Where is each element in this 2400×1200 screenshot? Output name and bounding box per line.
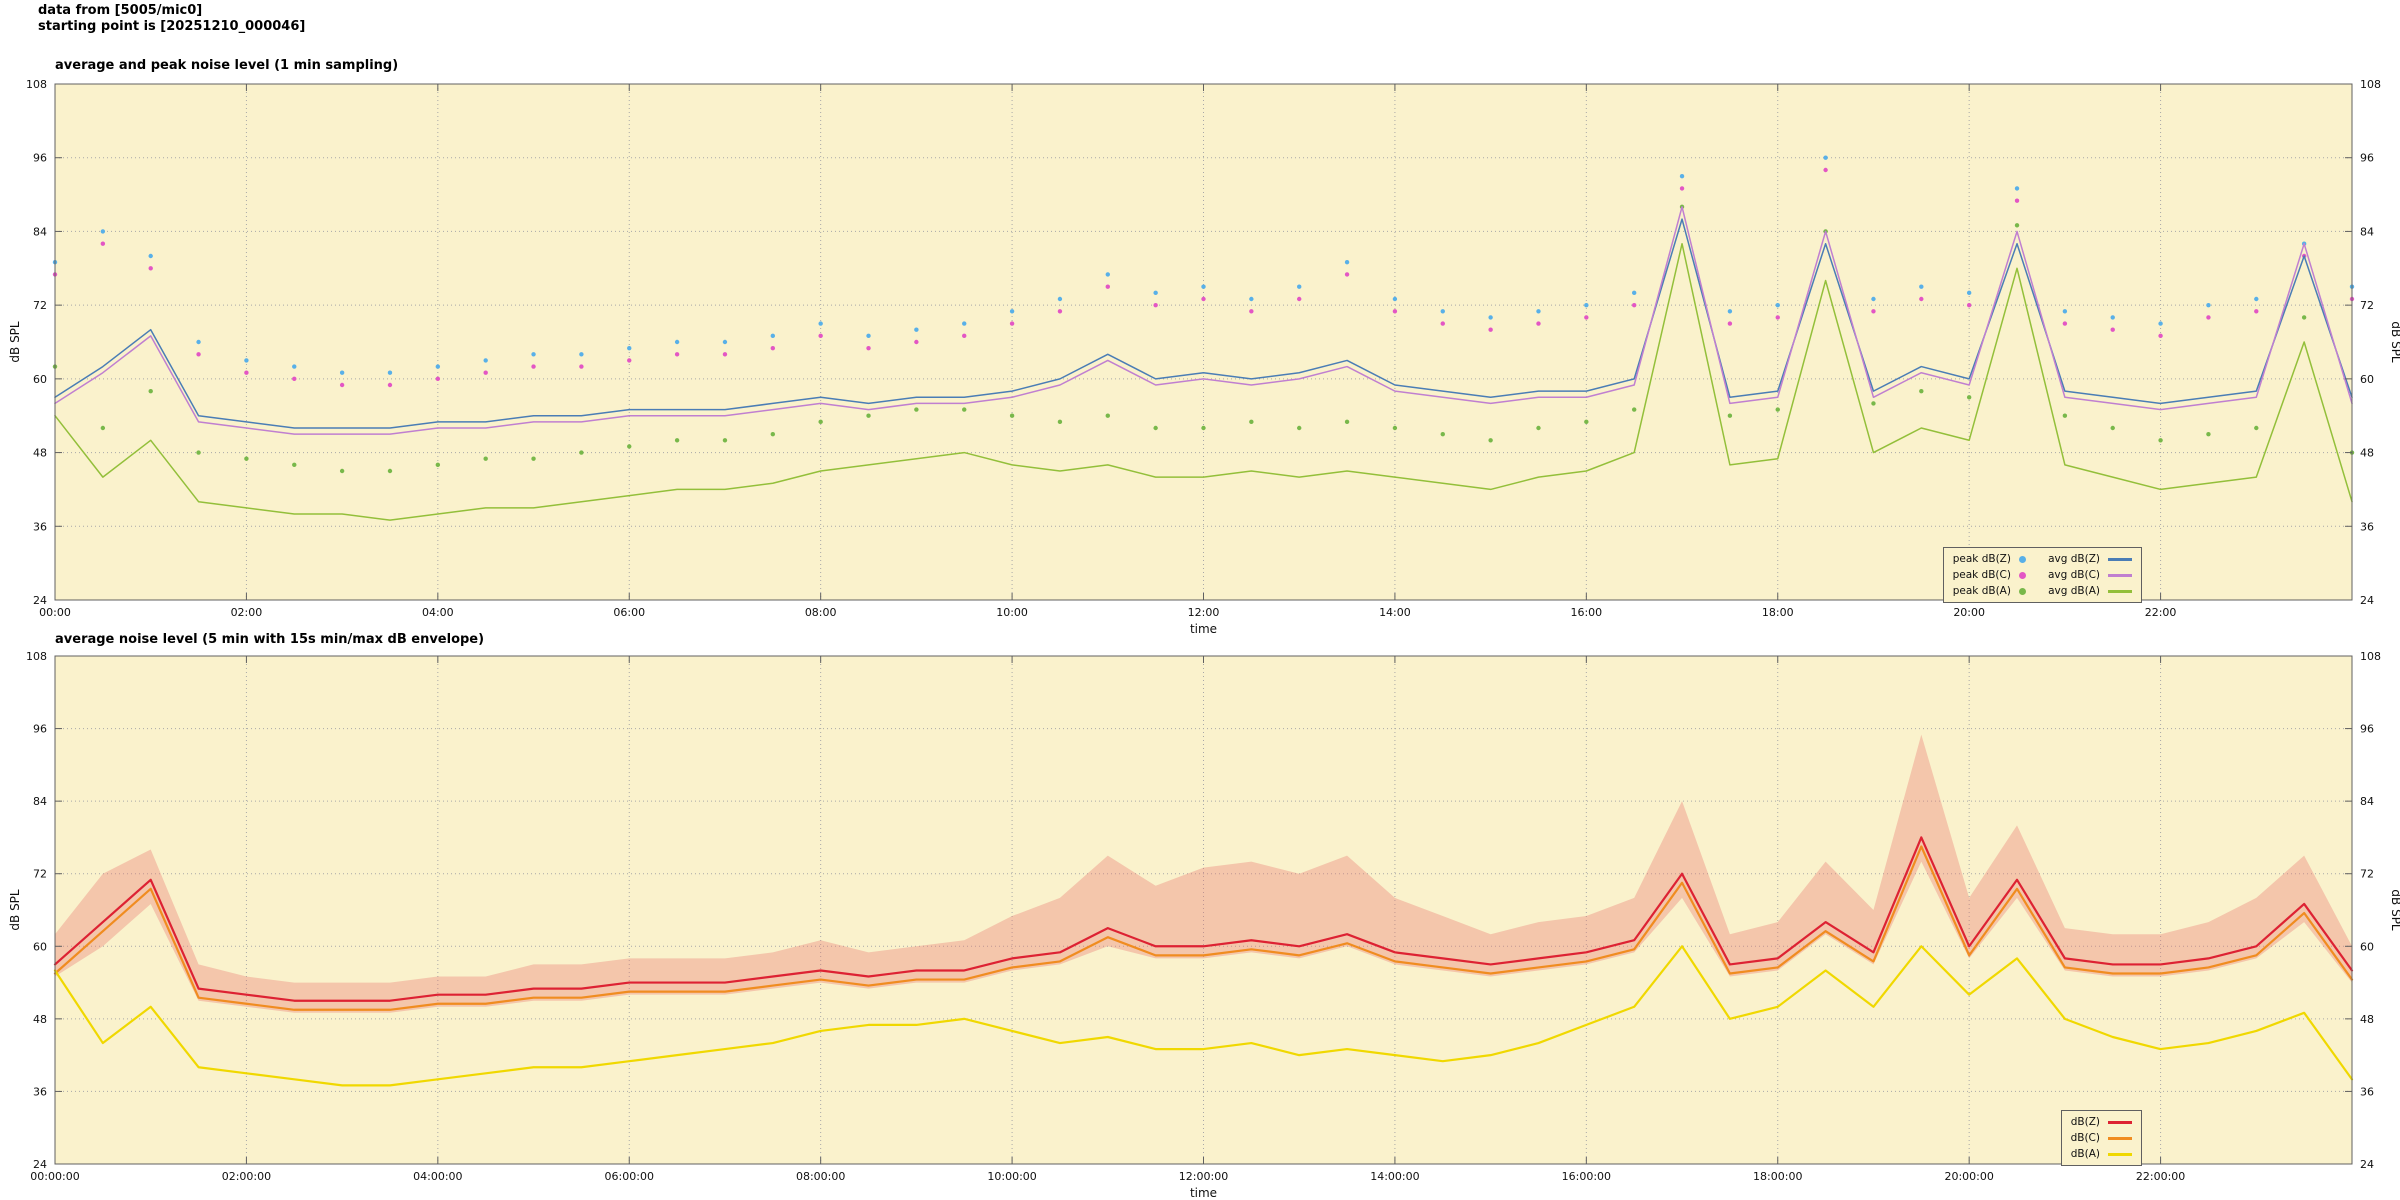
legend-entry-avg-db-z-: avg dB(Z) [2048, 552, 2132, 566]
svg-text:18:00:00: 18:00:00 [1753, 1170, 1802, 1183]
header: data from [5005/mic0] starting point is … [38, 3, 305, 35]
legend-label: avg dB(A) [2048, 585, 2100, 597]
svg-text:16:00: 16:00 [1570, 606, 1602, 619]
svg-text:84: 84 [2360, 795, 2374, 808]
scatter-marker-swatch [2018, 587, 2026, 595]
line-swatch [2108, 589, 2132, 593]
svg-text:time: time [1190, 622, 1217, 636]
svg-text:36: 36 [2360, 520, 2374, 533]
legend-label: peak dB(Z) [1952, 553, 2011, 565]
svg-text:06:00:00: 06:00:00 [605, 1170, 654, 1183]
svg-text:24: 24 [2360, 1158, 2374, 1171]
svg-text:48: 48 [2360, 447, 2374, 460]
bottom-chart-title: average noise level (5 min with 15s min/… [55, 632, 485, 647]
svg-text:84: 84 [2360, 225, 2374, 238]
svg-text:22:00:00: 22:00:00 [2136, 1170, 2185, 1183]
svg-text:96: 96 [33, 152, 47, 165]
svg-text:18:00: 18:00 [1762, 606, 1794, 619]
bottom-chart-legend: dB(Z) dB(C) dB(A) [2060, 1110, 2142, 1166]
svg-text:96: 96 [2360, 723, 2374, 736]
svg-text:96: 96 [2360, 152, 2374, 165]
svg-text:60: 60 [33, 940, 47, 953]
legend-entry-db-c-: dB(C) [2071, 1131, 2132, 1145]
svg-text:36: 36 [33, 520, 47, 533]
svg-text:02:00: 02:00 [231, 606, 263, 619]
svg-text:48: 48 [2360, 1013, 2374, 1026]
svg-text:dB SPL: dB SPL [2389, 321, 2400, 363]
scatter-marker-swatch [2018, 571, 2026, 579]
svg-text:72: 72 [33, 299, 47, 312]
line-swatch [2108, 557, 2132, 561]
legend-label: avg dB(C) [2047, 569, 2100, 581]
svg-text:72: 72 [33, 868, 47, 881]
svg-text:20:00: 20:00 [1953, 606, 1985, 619]
bottom-chart: 24 24 36 36 48 48 60 60 72 72 84 84 96 96 108 108 00:00:… [8, 650, 2400, 1200]
svg-text:24: 24 [33, 1158, 47, 1171]
svg-text:60: 60 [33, 373, 47, 386]
svg-text:08:00:00: 08:00:00 [796, 1170, 845, 1183]
legend-label: avg dB(Z) [2048, 553, 2100, 565]
svg-text:108: 108 [26, 650, 47, 663]
svg-text:04:00:00: 04:00:00 [413, 1170, 462, 1183]
legend-entry-db-a-: dB(A) [2071, 1147, 2132, 1161]
svg-text:10:00:00: 10:00:00 [987, 1170, 1036, 1183]
legend-entry-db-z-: dB(Z) [2071, 1115, 2132, 1129]
svg-text:dB SPL: dB SPL [2389, 889, 2400, 931]
svg-text:16:00:00: 16:00:00 [1562, 1170, 1611, 1183]
svg-text:48: 48 [33, 447, 47, 460]
legend-entry-avg-db-a-: avg dB(A) [2048, 584, 2132, 598]
svg-text:36: 36 [2360, 1085, 2374, 1098]
top-chart: 24 24 36 36 48 48 60 60 72 72 84 84 96 96 108 108 00:00 0… [8, 78, 2400, 636]
line-swatch [2108, 573, 2132, 577]
svg-text:24: 24 [33, 594, 47, 607]
svg-text:96: 96 [33, 723, 47, 736]
svg-text:108: 108 [26, 78, 47, 91]
svg-text:48: 48 [33, 1013, 47, 1026]
header-line2: starting point is [20251210_000046] [38, 19, 306, 34]
top-chart-title: average and peak noise level (1 min samp… [55, 58, 399, 73]
legend-entry-avg-db-c-: avg dB(C) [2048, 568, 2132, 582]
svg-text:108: 108 [2360, 650, 2381, 663]
header-line1: data from [5005/mic0] [38, 3, 203, 18]
svg-text:60: 60 [2360, 373, 2374, 386]
svg-text:84: 84 [33, 795, 47, 808]
legend-label: dB(A) [2070, 1148, 2100, 1160]
svg-text:00:00: 00:00 [39, 606, 71, 619]
legend-label: dB(Z) [2070, 1116, 2100, 1128]
scatter-marker-swatch [2018, 555, 2026, 563]
svg-text:108: 108 [2360, 78, 2381, 91]
svg-text:dB SPL: dB SPL [8, 321, 22, 363]
top-chart-legend: peak dB(Z) avg dB(Z) peak dB(C) avg dB(C) pe… [1942, 547, 2142, 603]
svg-text:08:00: 08:00 [805, 606, 837, 619]
svg-text:22:00: 22:00 [2145, 606, 2177, 619]
svg-text:02:00:00: 02:00:00 [222, 1170, 271, 1183]
svg-text:00:00:00: 00:00:00 [30, 1170, 79, 1183]
svg-text:10:00: 10:00 [996, 606, 1028, 619]
svg-text:24: 24 [2360, 594, 2374, 607]
svg-text:06:00: 06:00 [613, 606, 645, 619]
legend-entry-peak-db-z-: peak dB(Z) [1953, 552, 2026, 566]
legend-entry-peak-db-a-: peak dB(A) [1953, 584, 2026, 598]
svg-text:dB SPL: dB SPL [8, 889, 22, 931]
svg-text:72: 72 [2360, 868, 2374, 881]
svg-text:12:00:00: 12:00:00 [1179, 1170, 1228, 1183]
legend-label: peak dB(A) [1952, 585, 2011, 597]
line-swatch [2108, 1120, 2132, 1124]
svg-text:36: 36 [33, 1085, 47, 1098]
legend-label: peak dB(C) [1952, 569, 2011, 581]
svg-text:84: 84 [33, 225, 47, 238]
line-swatch [2108, 1152, 2132, 1156]
svg-text:20:00:00: 20:00:00 [1944, 1170, 1993, 1183]
svg-text:14:00: 14:00 [1379, 606, 1411, 619]
svg-text:72: 72 [2360, 299, 2374, 312]
line-swatch [2108, 1136, 2132, 1140]
svg-text:14:00:00: 14:00:00 [1370, 1170, 1419, 1183]
svg-text:time: time [1190, 1186, 1217, 1200]
svg-text:12:00: 12:00 [1188, 606, 1220, 619]
svg-text:04:00: 04:00 [422, 606, 454, 619]
legend-label: dB(C) [2070, 1132, 2100, 1144]
legend-entry-peak-db-c-: peak dB(C) [1953, 568, 2026, 582]
svg-text:60: 60 [2360, 940, 2374, 953]
